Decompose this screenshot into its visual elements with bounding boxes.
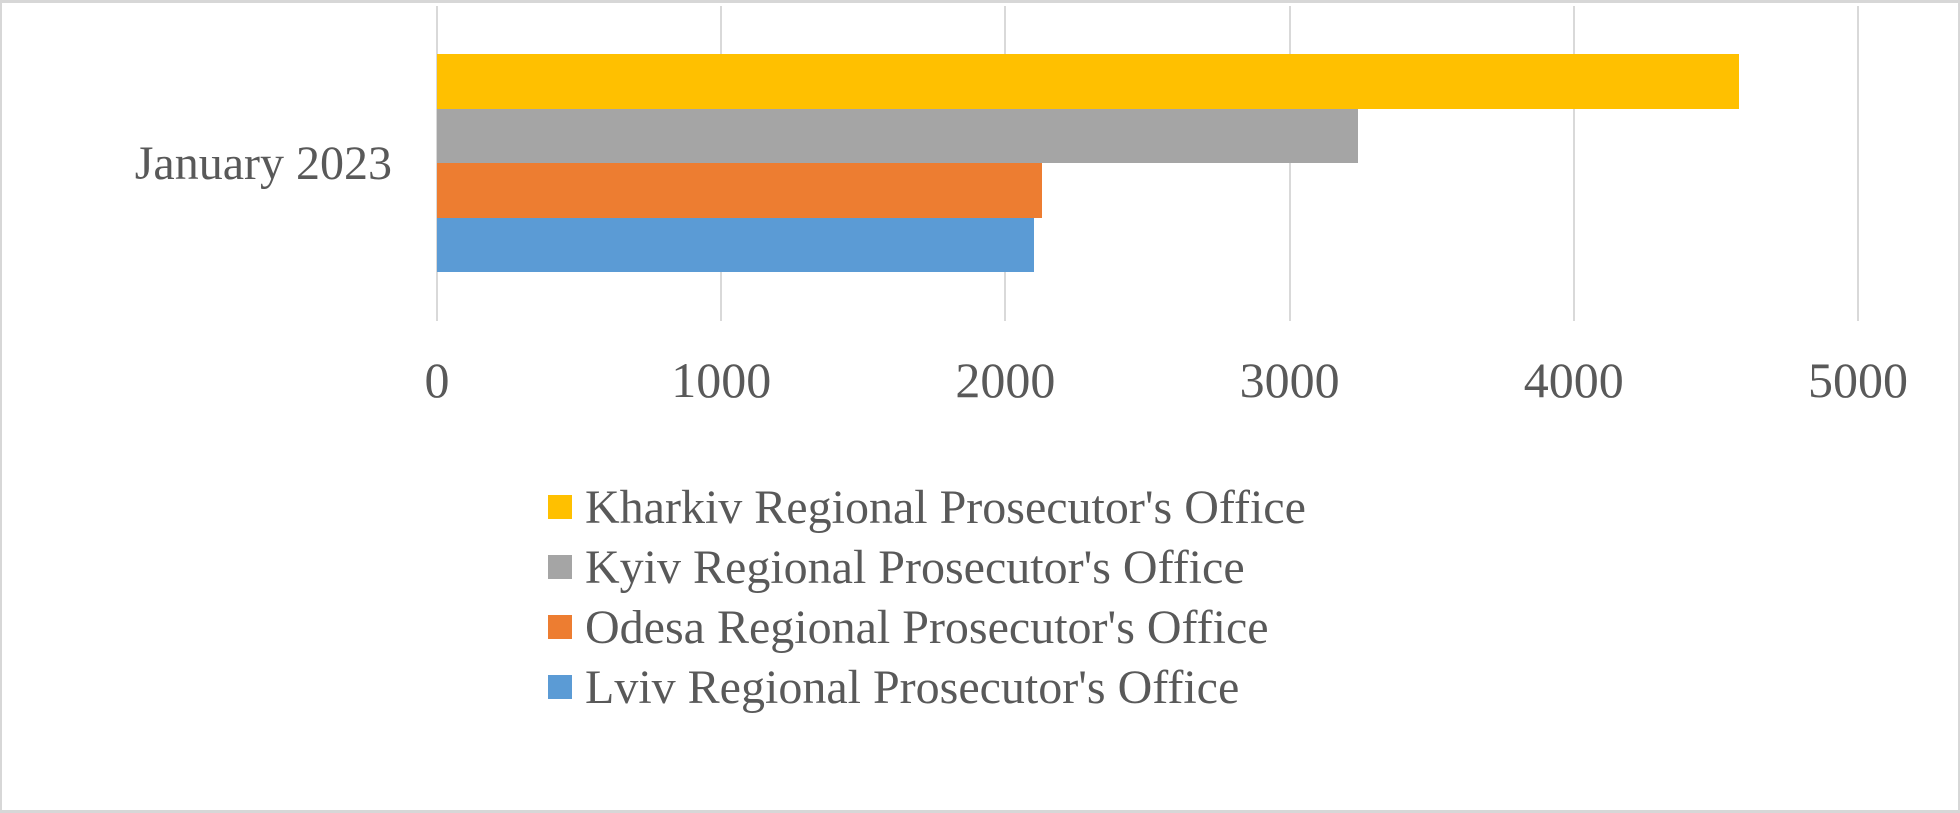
- x-tick-label: 0: [424, 352, 450, 408]
- legend-item-kharkiv: Kharkiv Regional Prosecutor's Office: [548, 477, 1306, 537]
- legend-item-odesa: Odesa Regional Prosecutor's Office: [548, 597, 1306, 657]
- x-tick-label: 5000: [1808, 352, 1908, 408]
- bar-lviv: [437, 217, 1034, 272]
- bar-kharkiv: [437, 54, 1739, 109]
- gridline: [1857, 6, 1859, 321]
- plot-area: [2, 3, 1958, 810]
- legend-color-swatch-icon: [548, 615, 572, 639]
- legend-color-swatch-icon: [548, 675, 572, 699]
- gridline: [1572, 6, 1575, 321]
- x-tick-label: 2000: [955, 352, 1056, 408]
- bar-odesa: [437, 163, 1043, 218]
- x-tick-label: 4000: [1523, 352, 1624, 408]
- bar-kyiv: [437, 108, 1358, 163]
- x-tick-label: 3000: [1239, 352, 1340, 408]
- legend-item-kyiv: Kyiv Regional Prosecutor's Office: [548, 537, 1306, 597]
- legend: Kharkiv Regional Prosecutor's Office Kyiv…: [548, 477, 1306, 717]
- x-tick-label: 1000: [671, 352, 772, 408]
- legend-label: Lviv Regional Prosecutor's Office: [585, 660, 1240, 714]
- category-axis-label: January 2023: [134, 136, 392, 190]
- legend-label: Kharkiv Regional Prosecutor's Office: [585, 480, 1306, 534]
- legend-color-swatch-icon: [548, 555, 572, 579]
- legend-item-lviv: Lviv Regional Prosecutor's Office: [548, 657, 1306, 717]
- legend-color-swatch-icon: [548, 495, 572, 519]
- legend-label: Kyiv Regional Prosecutor's Office: [585, 540, 1245, 594]
- gridline: [1288, 6, 1291, 321]
- legend-label: Odesa Regional Prosecutor's Office: [585, 600, 1269, 654]
